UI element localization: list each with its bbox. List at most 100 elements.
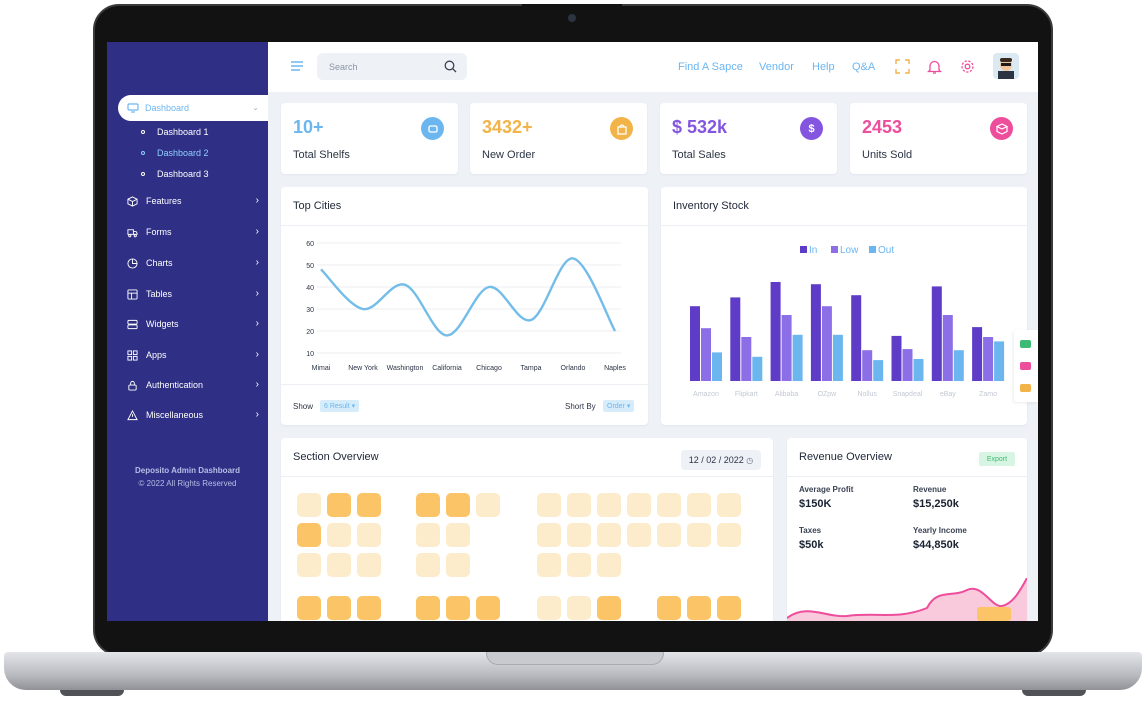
seat[interactable] (597, 596, 621, 620)
seat[interactable] (446, 596, 470, 620)
x-tick-label: Zamo (979, 391, 997, 398)
seat[interactable] (416, 493, 440, 517)
sticky-note-icon[interactable] (1020, 384, 1031, 392)
submenu-dashboard-2[interactable]: Dashboard 2 (141, 148, 209, 158)
screen: Dashboard ⌄ Dashboard 1 Dashboard 2 Dash… (107, 42, 1038, 621)
seat[interactable] (327, 523, 351, 547)
export-button[interactable]: Export (979, 452, 1015, 466)
stat-label: Total Shelfs (293, 149, 350, 161)
seat[interactable] (476, 596, 500, 620)
submenu-dashboard-1[interactable]: Dashboard 1 (141, 127, 209, 137)
metric-label: Revenue (913, 485, 947, 494)
seat[interactable] (717, 523, 741, 547)
fullscreen-icon[interactable] (895, 59, 910, 74)
nav-qa[interactable]: Q&A (852, 61, 876, 73)
seat[interactable] (627, 493, 651, 517)
sidebar-item-label: Tables (146, 289, 173, 299)
metric-value: $15,250k (913, 498, 959, 510)
seat[interactable] (416, 553, 440, 577)
bell-icon[interactable] (927, 59, 942, 74)
avatar[interactable] (993, 53, 1019, 79)
seat[interactable] (357, 493, 381, 517)
seat[interactable] (297, 553, 321, 577)
chevron-down-icon: ⌄ (252, 103, 259, 112)
sidebar-item-forms[interactable]: Forms › (127, 224, 259, 240)
seat[interactable] (416, 596, 440, 620)
seat[interactable] (327, 596, 351, 620)
sidebar-item-features[interactable]: Features › (127, 193, 259, 209)
x-tick-label: Mimai (312, 365, 331, 372)
seat[interactable] (446, 523, 470, 547)
seat[interactable] (297, 596, 321, 620)
seat[interactable] (597, 523, 621, 547)
seat[interactable] (597, 553, 621, 577)
seat[interactable] (657, 596, 681, 620)
date-picker[interactable]: 12 / 02 / 2022 ◷ (681, 450, 761, 470)
seat[interactable] (476, 493, 500, 517)
seat[interactable] (327, 553, 351, 577)
stat-label: Units Sold (862, 149, 913, 161)
seat[interactable] (567, 553, 591, 577)
clock-icon: ◷ (746, 455, 754, 465)
bar (953, 350, 964, 381)
bar (851, 295, 862, 381)
seat[interactable] (687, 596, 711, 620)
x-tick-label: eBay (940, 391, 956, 398)
seat[interactable] (357, 553, 381, 577)
seat[interactable] (297, 523, 321, 547)
submenu-dashboard-3[interactable]: Dashboard 3 (141, 169, 209, 179)
seat[interactable] (657, 493, 681, 517)
submenu-label: Dashboard 1 (157, 127, 209, 137)
seat[interactable] (657, 523, 681, 547)
bar (994, 341, 1005, 381)
image-icon[interactable] (1020, 362, 1031, 370)
seat[interactable] (416, 523, 440, 547)
search-icon[interactable] (444, 60, 457, 73)
seat[interactable] (567, 523, 591, 547)
bar (712, 352, 722, 381)
seat[interactable] (627, 523, 651, 547)
seat[interactable] (297, 493, 321, 517)
bar (770, 282, 781, 381)
seat[interactable] (537, 553, 561, 577)
seat[interactable] (687, 493, 711, 517)
seat[interactable] (357, 596, 381, 620)
seat[interactable] (357, 523, 381, 547)
revenue-area-chart (787, 578, 1027, 621)
seat[interactable] (597, 493, 621, 517)
sidebar-item-tables[interactable]: Tables › (127, 286, 259, 302)
gear-icon[interactable] (960, 59, 975, 74)
seat[interactable] (537, 493, 561, 517)
menu-icon[interactable] (290, 60, 304, 72)
nav-vendor[interactable]: Vendor (759, 61, 794, 73)
seat[interactable] (717, 596, 741, 620)
sidebar-item-apps[interactable]: Apps › (127, 347, 259, 363)
sidebar-item-widgets[interactable]: Widgets › (127, 316, 259, 332)
sidebar-item-miscellaneous[interactable]: Miscellaneous › (127, 407, 259, 423)
sidebar-item-dashboard[interactable]: Dashboard ⌄ (118, 95, 268, 121)
seat[interactable] (537, 596, 561, 620)
seat[interactable] (687, 523, 711, 547)
seat[interactable] (446, 493, 470, 517)
money-icon[interactable] (1020, 340, 1031, 348)
sidebar-item-label: Authentication (146, 380, 204, 390)
seat[interactable] (327, 493, 351, 517)
stat-value: 10+ (293, 117, 324, 137)
sort-select[interactable]: Order ▾ (603, 400, 635, 412)
sidebar-item-charts[interactable]: Charts › (127, 255, 259, 271)
seat[interactable] (717, 493, 741, 517)
seat[interactable] (567, 596, 591, 620)
seat[interactable] (567, 493, 591, 517)
submenu-label: Dashboard 2 (157, 148, 209, 158)
nav-find-space[interactable]: Find A Sapce (678, 61, 743, 73)
search-input[interactable] (329, 59, 439, 75)
bar (873, 360, 884, 381)
stat-label: New Order (482, 149, 536, 161)
seat[interactable] (537, 523, 561, 547)
sidebar-item-label: Dashboard (145, 103, 190, 113)
nav-help[interactable]: Help (812, 61, 835, 73)
show-select[interactable]: 6 Result ▾ (320, 400, 360, 412)
truck-icon (127, 228, 138, 237)
seat[interactable] (446, 553, 470, 577)
sidebar-item-authentication[interactable]: Authentication › (127, 377, 259, 393)
